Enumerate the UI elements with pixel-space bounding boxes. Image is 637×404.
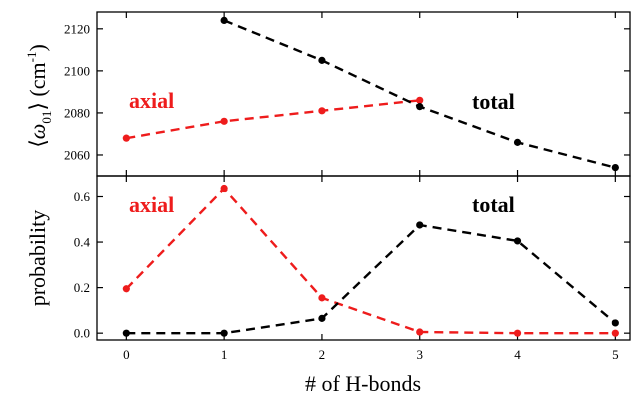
ylabel-close: ) — [25, 44, 50, 51]
axial-data-point — [220, 184, 228, 193]
x-tick-label: 1 — [221, 347, 228, 362]
axial-data-point — [220, 117, 228, 125]
total-data-point — [122, 329, 130, 337]
axial-data-point — [611, 329, 619, 337]
axial-data-point — [513, 329, 522, 337]
x-axis-title: # of H-bonds — [305, 371, 421, 396]
x-tick-label: 4 — [514, 347, 521, 362]
top-panel: 2060 2080 2100 2120 axial total ⟨ω01⟩ (cm-1… — [24, 11, 631, 177]
axial-series-line — [126, 99, 420, 140]
bottom-total-label: total — [472, 192, 515, 217]
x-tick-label: 0 — [123, 347, 130, 362]
y-tick-label: 2080 — [64, 105, 90, 120]
total-data-point — [220, 329, 228, 337]
y-tick-label: 0.0 — [74, 326, 90, 341]
total-data-point — [318, 314, 326, 322]
top-y-axis-title: ⟨ω01⟩ (cm-1) — [24, 44, 54, 148]
bottom-y-axis-title: probability — [25, 210, 50, 307]
bottom-panel-frame — [96, 175, 631, 341]
x-tick-label: 3 — [416, 347, 423, 362]
ylabel-subscript: 01 — [39, 111, 54, 124]
axial-data-point — [318, 107, 326, 115]
axial-data-point — [416, 328, 424, 336]
x-tick-label: 2 — [319, 347, 326, 362]
axial-series-line — [125, 186, 616, 335]
y-tick-label: 0.6 — [74, 189, 91, 204]
bottom-panel: 0 1 2 3 4 5 0.0 0.2 0.4 0.6 axial total probabili… — [25, 175, 631, 362]
total-series-line — [126, 223, 617, 335]
total-data-point — [416, 221, 424, 229]
bottom-panel-series — [122, 184, 619, 337]
ylabel-superscript: -1 — [24, 52, 39, 63]
top-total-label: total — [472, 89, 515, 114]
y-tick-label: 2100 — [64, 63, 90, 78]
total-data-point — [611, 163, 619, 172]
x-tick-label: 5 — [612, 347, 619, 362]
total-series-line — [223, 19, 616, 169]
total-data-point — [611, 319, 619, 327]
total-data-point — [416, 103, 424, 111]
bottom-axial-label: axial — [129, 192, 174, 217]
axial-data-point — [318, 294, 326, 302]
y-tick-label: 2060 — [64, 147, 90, 162]
y-tick-label: 2120 — [64, 21, 90, 36]
total-data-point — [220, 16, 228, 25]
axial-data-point — [122, 285, 130, 293]
y-tick-label: 0.4 — [74, 235, 91, 250]
total-data-point — [513, 138, 522, 146]
total-data-point — [318, 56, 326, 64]
axial-data-point — [122, 134, 130, 142]
top-axial-label: axial — [129, 88, 174, 113]
top-panel-ticks: 2060 2080 2100 2120 — [64, 12, 630, 176]
total-data-point — [513, 237, 522, 245]
axial-data-point — [416, 96, 424, 104]
top-panel-series — [122, 16, 619, 172]
ylabel-unit: ⟩ (cm — [25, 62, 50, 110]
ylabel-omega: ω — [25, 124, 50, 140]
y-tick-label: 0.2 — [74, 280, 90, 295]
ylabel-open: ⟨ — [25, 139, 50, 148]
